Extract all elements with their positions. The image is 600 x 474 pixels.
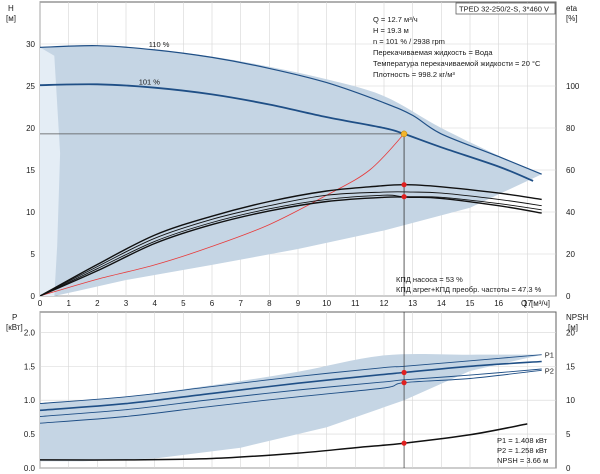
x-tick-label: 10 xyxy=(322,299,331,308)
total-efficiency-marker xyxy=(401,194,407,200)
eta-tick-label: 20 xyxy=(566,250,575,259)
info-flow: Q = 12.7 м³/ч xyxy=(373,15,418,24)
power-curve xyxy=(40,369,542,424)
power-tick-label: 0.0 xyxy=(24,464,36,473)
x-tick-label: 17 xyxy=(523,299,532,308)
npsh-tick-label: 20 xyxy=(566,328,575,337)
head-tick-label: 0 xyxy=(31,292,36,301)
power-info-block: P1 = 1.408 кВт P2 = 1.258 кВт NPSH = 3.6… xyxy=(497,436,548,465)
power-panel-ticks: 0.0 0.5 1.0 1.5 2.0 0 5 10 15 20 xyxy=(24,328,576,473)
eta-tick-label: 100 xyxy=(566,82,580,91)
power-panel-curves xyxy=(40,312,542,468)
power-panel-bands xyxy=(40,353,542,462)
head-tick-label: 25 xyxy=(26,82,35,91)
head-tick-label: 30 xyxy=(26,40,35,49)
duty-info-block: Q = 12.7 м³/ч H = 19.3 м n = 101 % / 293… xyxy=(373,15,541,79)
head-min-range-strip xyxy=(40,47,61,296)
power-curve xyxy=(40,368,542,417)
power-operating-range xyxy=(40,353,542,462)
eta-axis-unit: [%] xyxy=(566,14,578,23)
efficiency-curve xyxy=(40,196,542,296)
head-panel-ticks: 0 1 2 3 4 5 6 7 8 9 10 11 12 13 14 15 16 1705101520253002… xyxy=(26,40,580,308)
pump-efficiency-marker xyxy=(401,182,407,188)
power-p2: P2 = 1.258 кВт xyxy=(497,446,548,455)
x-tick-label: 6 xyxy=(210,299,215,308)
x-tick-label: 16 xyxy=(494,299,503,308)
efficiency-curve xyxy=(40,194,542,296)
info-temperature: Температура перекачиваемой жидкости = 20… xyxy=(373,59,541,68)
power-axis-unit: [кВт] xyxy=(6,323,23,332)
curve-label-101: 101 % xyxy=(139,78,161,87)
system-curve xyxy=(40,133,405,296)
total-efficiency: КПД агрег+КПД преобр. частоты = 47.3 % xyxy=(396,285,542,294)
npsh-tick-label: 0 xyxy=(566,464,571,473)
npsh-marker xyxy=(401,440,407,446)
flow-axis-unit: [м³/ч] xyxy=(531,299,550,308)
x-tick-label: 8 xyxy=(267,299,272,308)
head-panel-bands xyxy=(40,45,542,296)
eta-tick-label: 60 xyxy=(566,166,575,175)
info-density: Плотность = 998.2 кг/м³ xyxy=(373,70,455,79)
head-tick-label: 20 xyxy=(26,124,35,133)
power-tick-label: 1.0 xyxy=(24,396,36,405)
head-tick-label: 10 xyxy=(26,208,35,217)
head-tick-label: 5 xyxy=(31,250,36,259)
npsh-tick-label: 10 xyxy=(566,396,575,405)
x-tick-label: 2 xyxy=(95,299,100,308)
eta-tick-label: 40 xyxy=(566,208,575,217)
npsh-curve xyxy=(40,423,528,461)
pump-efficiency: КПД насоса = 53 % xyxy=(396,275,463,284)
x-tick-label: 7 xyxy=(238,299,243,308)
eta-tick-label: 80 xyxy=(566,124,575,133)
head-axis-unit: [м] xyxy=(6,14,16,23)
head-tick-label: 15 xyxy=(26,166,35,175)
head-axis-label: H xyxy=(8,4,14,13)
power-tick-label: 2.0 xyxy=(24,328,36,337)
power-tick-label: 0.5 xyxy=(24,430,36,439)
info-head: H = 19.3 м xyxy=(373,26,409,35)
pump-model-box xyxy=(455,2,556,15)
power-curve xyxy=(40,360,542,412)
eta-axis-label: eta xyxy=(566,4,578,13)
x-tick-label: 12 xyxy=(380,299,389,308)
head-curve xyxy=(40,45,542,175)
info-speed: n = 101 % / 2938 rpm xyxy=(373,37,445,46)
x-tick-label: 13 xyxy=(408,299,417,308)
power-marker xyxy=(401,380,407,386)
npsh-axis-unit: [м] xyxy=(568,323,578,332)
x-tick-label: 1 xyxy=(66,299,71,308)
pump-model-label: TPED 32-250/2-S, 3*460 V xyxy=(459,5,549,14)
x-tick-label: 14 xyxy=(437,299,446,308)
head-operating-range xyxy=(40,45,542,296)
x-tick-label: 5 xyxy=(181,299,186,308)
eta-tick-label: 0 xyxy=(566,292,571,301)
curve-label-110: 110 % xyxy=(149,40,170,49)
curve-label-p1: P1 xyxy=(545,351,554,360)
x-tick-label: 11 xyxy=(351,299,360,308)
operating-point-marker xyxy=(400,130,408,138)
efficiency-curve xyxy=(40,191,542,296)
head-panel-curves xyxy=(40,45,542,296)
x-tick-label: 3 xyxy=(124,299,129,308)
head-curve xyxy=(40,83,534,182)
npsh-axis-label: NPSH xyxy=(566,313,588,322)
power-tick-label: 1.5 xyxy=(24,362,36,371)
x-tick-label: 15 xyxy=(466,299,475,308)
x-tick-label: 0 xyxy=(38,299,43,308)
power-curve xyxy=(40,354,542,405)
power-marker xyxy=(401,369,407,376)
npsh-value: NPSH = 3.66 м xyxy=(497,456,548,465)
efficiency-curve xyxy=(40,183,542,296)
info-liquid: Перекачиваемая жидкость = Вода xyxy=(373,48,493,57)
power-p1: P1 = 1.408 кВт xyxy=(497,436,548,445)
x-tick-label: 9 xyxy=(296,299,301,308)
npsh-tick-label: 5 xyxy=(566,430,571,439)
flow-axis-label: Q xyxy=(521,299,527,308)
efficiency-info-block: КПД насоса = 53 % КПД агрег+КПД преобр. … xyxy=(396,275,542,294)
x-tick-label: 4 xyxy=(152,299,157,308)
power-axis-label: P xyxy=(12,313,17,322)
npsh-tick-label: 15 xyxy=(566,362,575,371)
curve-label-p2: P2 xyxy=(545,366,554,375)
